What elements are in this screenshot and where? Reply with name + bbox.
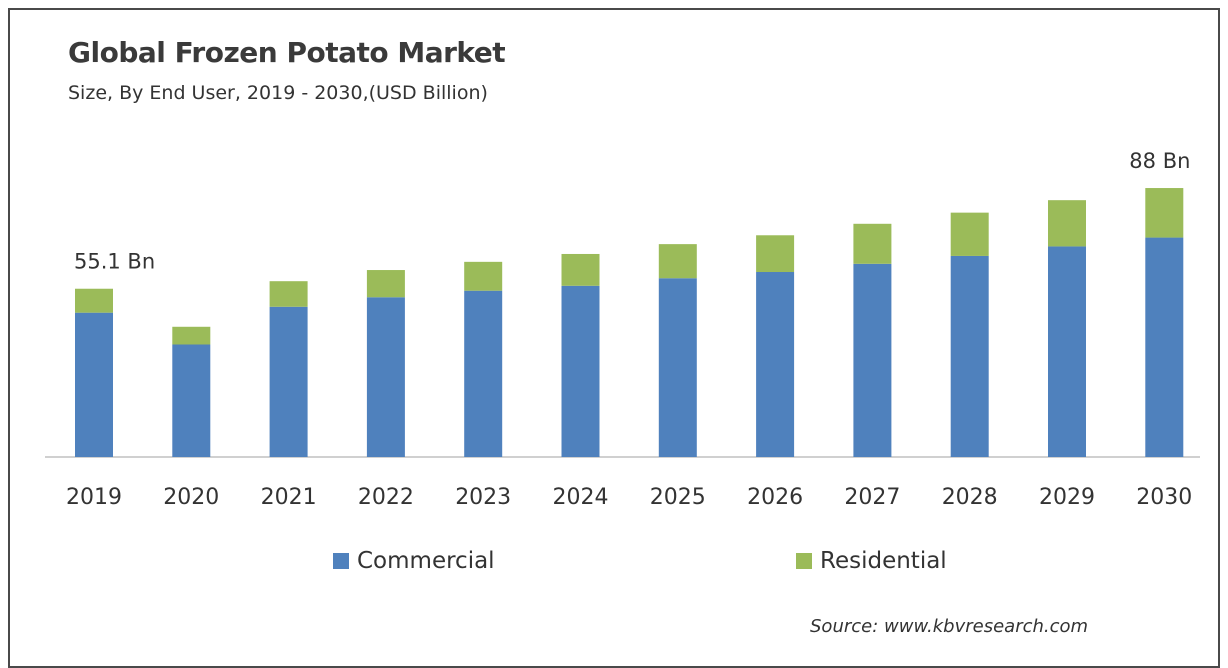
x-tick-label-2028: 2028: [942, 485, 998, 510]
bar-commercial-2027: [853, 263, 892, 457]
legend-item-commercial: Commercial: [333, 548, 495, 574]
bar-residential-2021: [269, 281, 308, 307]
bar-commercial-2021: [269, 306, 308, 457]
bar-commercial-2019: [75, 312, 113, 457]
x-tick-label-2027: 2027: [844, 485, 900, 510]
chart-title: Global Frozen Potato Market: [68, 36, 506, 69]
bar-residential-2028: [950, 212, 989, 256]
x-tick-label-2023: 2023: [455, 485, 511, 510]
bar-residential-2026: [756, 235, 795, 273]
bar-commercial-2020: [172, 344, 211, 457]
bar-commercial-2028: [950, 255, 989, 457]
source-note: Source: www.kbvresearch.com: [810, 616, 1089, 637]
legend-label-commercial: Commercial: [357, 548, 495, 574]
bar-residential-2020: [172, 326, 211, 345]
annotation-2030: 88 Bn: [1129, 149, 1190, 173]
bar-commercial-2030: [1145, 237, 1184, 457]
annotation-2019: 55.1 Bn: [74, 250, 155, 274]
bar-residential-2029: [1048, 200, 1086, 247]
x-tick-label-2022: 2022: [358, 485, 414, 510]
bar-commercial-2025: [658, 278, 697, 457]
bar-residential-2030: [1145, 188, 1184, 238]
x-tick-label-2019: 2019: [66, 485, 122, 510]
bar-commercial-2026: [756, 272, 795, 457]
bar-residential-2025: [658, 244, 697, 279]
bar-commercial-2023: [464, 290, 503, 457]
x-tick-label-2024: 2024: [553, 485, 609, 510]
legend-swatch-commercial: [333, 553, 349, 569]
x-tick-label-2030: 2030: [1136, 485, 1192, 510]
bar-residential-2024: [561, 253, 600, 286]
stacked-bar-chart: 2019 2020 2021 2022 2023 2024 2025 2026 2027 2028…: [45, 149, 1200, 510]
x-tick-label-2026: 2026: [747, 485, 803, 510]
legend-swatch-residential: [796, 553, 812, 569]
bar-residential-2023: [464, 261, 503, 291]
x-tick-label-2021: 2021: [261, 485, 317, 510]
bar-residential-2019: [75, 288, 113, 313]
bar-residential-2027: [853, 223, 892, 264]
legend-item-residential: Residential: [796, 548, 947, 574]
chart-subtitle: Size, By End User, 2019 - 2030,(USD Bill…: [68, 82, 488, 104]
x-tick-label-2029: 2029: [1039, 485, 1095, 510]
bar-commercial-2029: [1048, 246, 1086, 457]
bar-commercial-2022: [366, 297, 405, 457]
legend-label-residential: Residential: [820, 548, 947, 574]
x-tick-label-2025: 2025: [650, 485, 706, 510]
x-tick-label-2020: 2020: [163, 485, 219, 510]
bar-residential-2022: [366, 270, 405, 298]
bar-commercial-2024: [561, 285, 600, 457]
